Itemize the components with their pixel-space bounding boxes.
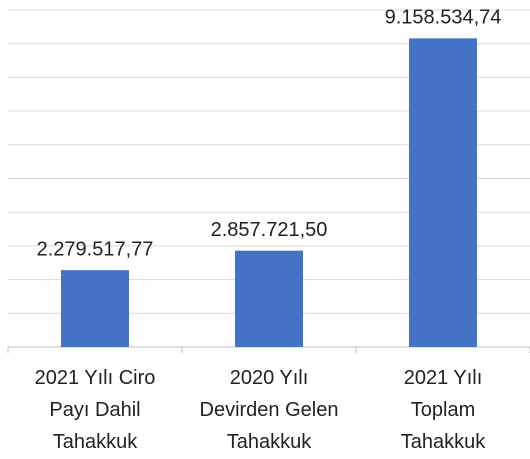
- bar: [235, 250, 303, 347]
- bar: [61, 270, 129, 347]
- x-tick-label: 2021 Yılı Ciro Payı Dahil Tahakkuk: [34, 367, 156, 453]
- x-tick-label: 2021 Yılı Toplam Tahakkuk: [400, 367, 486, 453]
- bar: [409, 38, 477, 347]
- data-label: 2.857.721,50: [211, 219, 328, 241]
- data-label: 2.279.517,77: [37, 238, 154, 260]
- data-label: 9.158.534,74: [385, 7, 502, 29]
- x-tick-label: 2020 Yılı Devirden Gelen Tahakkuk: [199, 367, 339, 453]
